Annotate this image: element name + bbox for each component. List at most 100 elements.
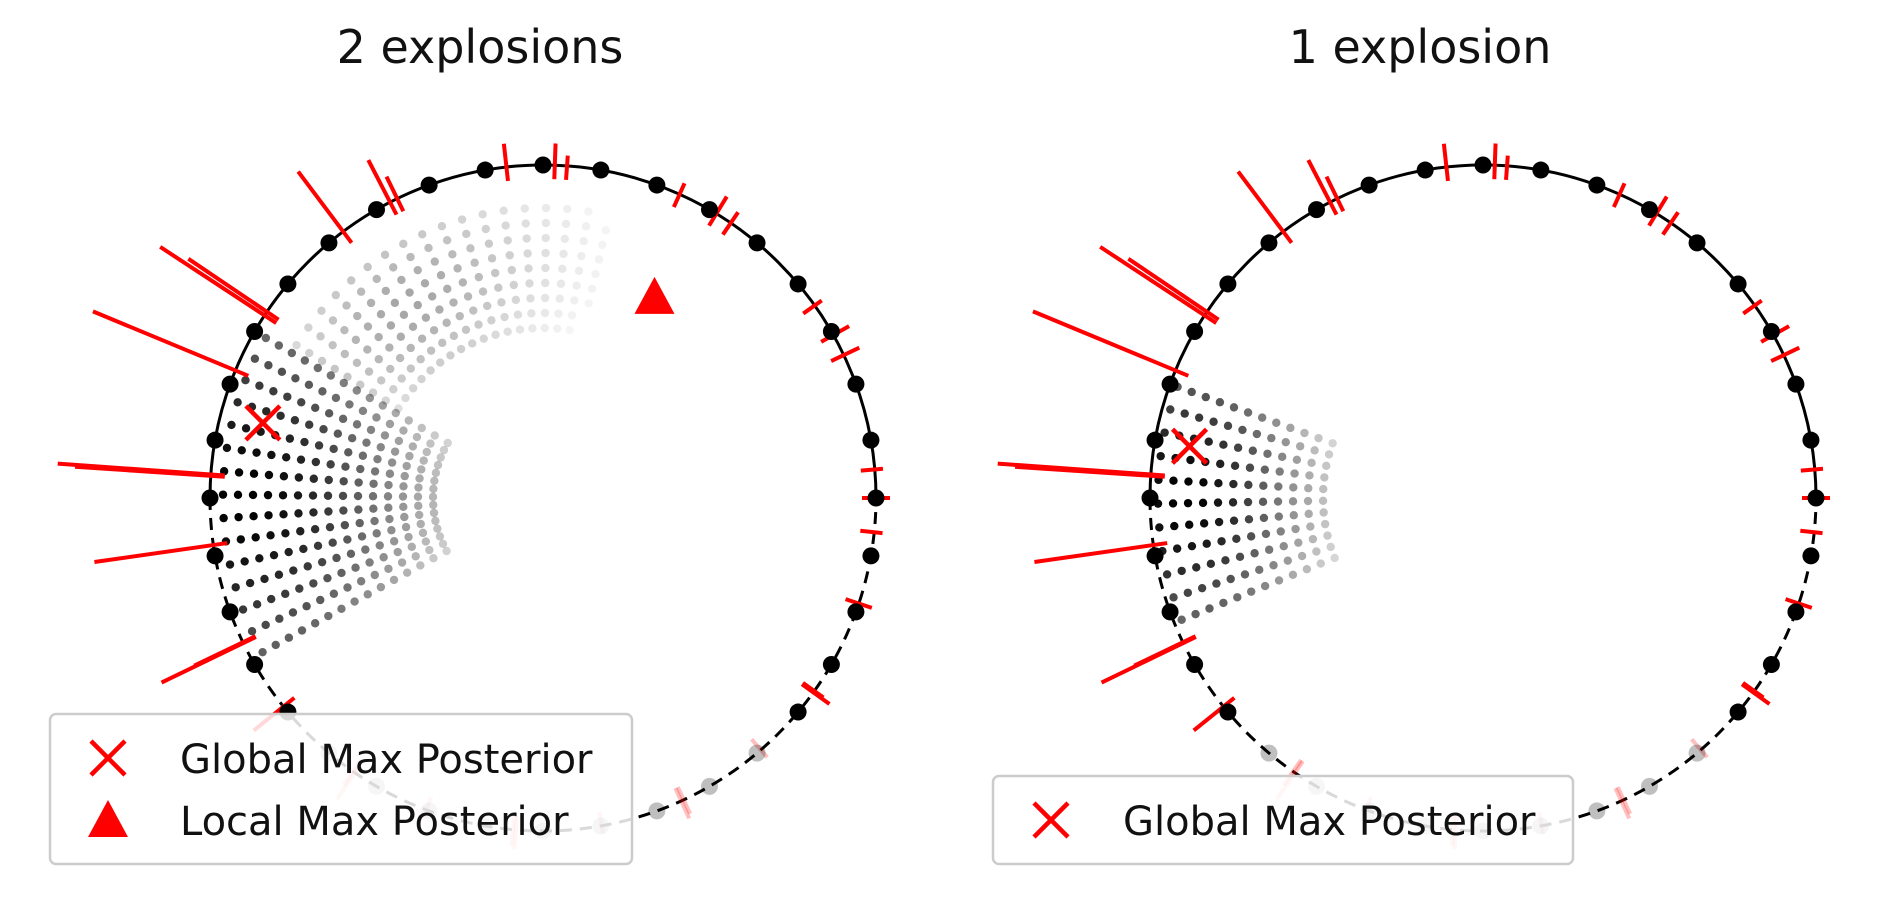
station-marker: [1141, 489, 1159, 507]
posterior-sample: [1289, 483, 1298, 492]
posterior-sample: [484, 239, 494, 248]
posterior-sample: [507, 265, 516, 275]
posterior-sample: [240, 557, 249, 566]
posterior-sample: [352, 358, 362, 368]
posterior-sample: [241, 424, 251, 433]
station-marker: [206, 547, 224, 565]
station-marker: [1260, 744, 1278, 762]
posterior-sample: [1314, 433, 1323, 443]
posterior-sample: [428, 492, 438, 502]
arrival-stick: [1770, 345, 1801, 363]
posterior-sample: [1168, 499, 1178, 508]
posterior-sample: [577, 251, 586, 261]
station-marker: [1807, 489, 1825, 507]
posterior-sample: [1219, 598, 1228, 608]
posterior-sample: [357, 532, 367, 541]
posterior-sample: [558, 264, 567, 274]
station-marker: [1802, 547, 1820, 565]
posterior-sample: [394, 404, 403, 413]
posterior-sample: [261, 333, 271, 343]
posterior-sample: [503, 327, 512, 336]
posterior-sample: [503, 236, 512, 245]
posterior-sample: [281, 529, 290, 538]
posterior-sample: [387, 458, 397, 467]
posterior-sample: [1198, 498, 1208, 508]
posterior-sample: [351, 335, 361, 345]
posterior-sample: [401, 522, 411, 532]
posterior-sample: [378, 401, 387, 410]
arrival-stick: [92, 309, 250, 378]
posterior-sample: [380, 431, 390, 440]
posterior-sample: [374, 332, 383, 342]
posterior-sample: [252, 448, 261, 457]
posterior-sample: [363, 322, 373, 331]
station-marker: [847, 603, 865, 621]
posterior-sample: [376, 310, 386, 319]
posterior-sample: [397, 558, 407, 567]
panel-title-right: 1 explosion: [1288, 20, 1552, 74]
station-marker: [1532, 161, 1550, 179]
posterior-sample: [337, 604, 346, 614]
posterior-sample: [271, 640, 280, 650]
posterior-sample: [391, 408, 400, 418]
posterior-sample: [277, 367, 287, 376]
posterior-sample: [1260, 581, 1270, 591]
station-marker: [368, 201, 385, 219]
posterior-sample: [1229, 479, 1238, 489]
panel-right: Global Max Posterior: [991, 143, 1830, 866]
posterior-sample: [1257, 413, 1267, 422]
arrival-stick: [501, 143, 510, 182]
posterior-sample: [404, 416, 413, 425]
posterior-sample: [389, 385, 398, 394]
posterior-sample: [402, 461, 411, 471]
posterior-sample: [314, 441, 324, 450]
posterior-sample: [414, 510, 424, 520]
posterior-sample: [1214, 479, 1223, 488]
posterior-sample: [330, 364, 339, 374]
posterior-samples: [218, 203, 610, 657]
station-marker: [246, 323, 264, 340]
arrival-stick: [1014, 464, 1165, 479]
arrival-stick: [1441, 143, 1450, 182]
posterior-sample: [274, 570, 284, 579]
station-marker: [1641, 777, 1658, 795]
posterior-sample: [414, 501, 423, 511]
arrival-stick: [1613, 787, 1632, 820]
posterior-sample: [1277, 452, 1287, 461]
posterior-sample: [1215, 398, 1225, 407]
posterior-sample: [352, 386, 362, 395]
posterior-sample: [462, 229, 471, 239]
posterior-sample: [1283, 556, 1293, 565]
arrival-stick: [1127, 257, 1220, 322]
posterior-sample: [426, 366, 435, 375]
arrival-stick: [721, 211, 740, 236]
posterior-sample: [1206, 559, 1216, 569]
posterior-sample: [281, 589, 290, 599]
posterior-sample: [276, 411, 285, 420]
posterior-sample: [326, 371, 336, 380]
posterior-sample: [1295, 442, 1305, 451]
posterior-sample: [370, 516, 379, 526]
posterior-sample: [528, 324, 537, 333]
posterior-sample: [541, 203, 551, 213]
arrival-stick: [1306, 159, 1339, 216]
posterior-sample: [439, 445, 449, 455]
posterior-sample: [339, 378, 349, 388]
posterior-sample: [386, 321, 396, 330]
posterior-sample: [381, 286, 391, 296]
posterior-sample: [297, 626, 307, 635]
posterior-sample: [400, 512, 409, 522]
posterior-sample: [1252, 429, 1262, 439]
posterior-sample: [295, 584, 304, 593]
arrival-stick: [1800, 528, 1823, 536]
posterior-sample: [289, 566, 298, 575]
posterior-sample: [1213, 498, 1223, 507]
posterior-sample: [278, 491, 288, 500]
posterior-sample: [222, 443, 232, 453]
posterior-sample: [361, 545, 370, 554]
posterior-sample: [1219, 440, 1228, 449]
posterior-sample: [264, 511, 273, 520]
posterior-sample: [1184, 477, 1193, 486]
posterior-sample: [383, 492, 393, 501]
posterior-sample: [458, 278, 468, 287]
